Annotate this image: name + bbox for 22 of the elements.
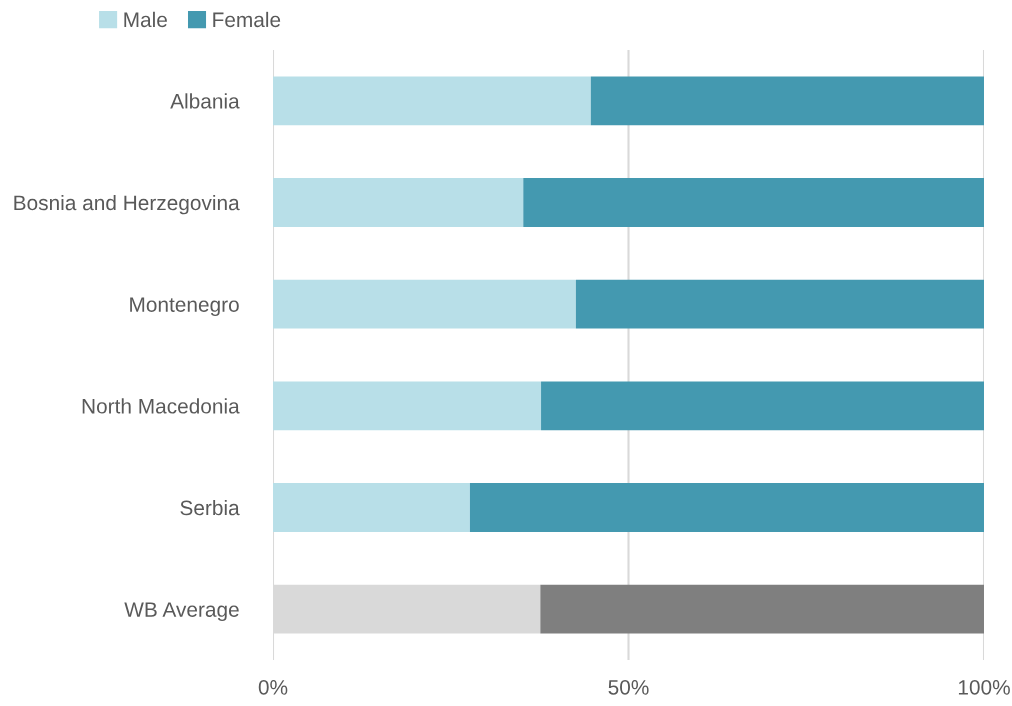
- legend-label: Male: [124, 11, 167, 28]
- bar: [523, 178, 984, 227]
- y-tick-label: Serbia: [180, 499, 240, 516]
- y-tick-label: North Macedonia: [82, 398, 240, 414]
- y-tick-label: WB Average: [124, 602, 239, 622]
- bar: [273, 279, 576, 329]
- bar: [469, 483, 984, 532]
- bar: [273, 483, 470, 532]
- x-tick-label: 0%: [258, 679, 288, 695]
- bar: [273, 178, 524, 227]
- x-tick-label: 50%: [608, 679, 649, 695]
- bar: [540, 584, 984, 634]
- bar: [273, 76, 591, 126]
- bar: [273, 381, 542, 431]
- y-tick-label: Bosnia and Herzegovina: [14, 194, 240, 215]
- bar: [541, 381, 984, 431]
- bar: [575, 279, 984, 329]
- legend-label: Female: [213, 11, 281, 28]
- x-tick-label: 100%: [958, 679, 1010, 695]
- y-tick-label: Albania: [170, 93, 240, 109]
- bar: [590, 76, 984, 126]
- y-tick-label: Montenegro: [130, 297, 239, 317]
